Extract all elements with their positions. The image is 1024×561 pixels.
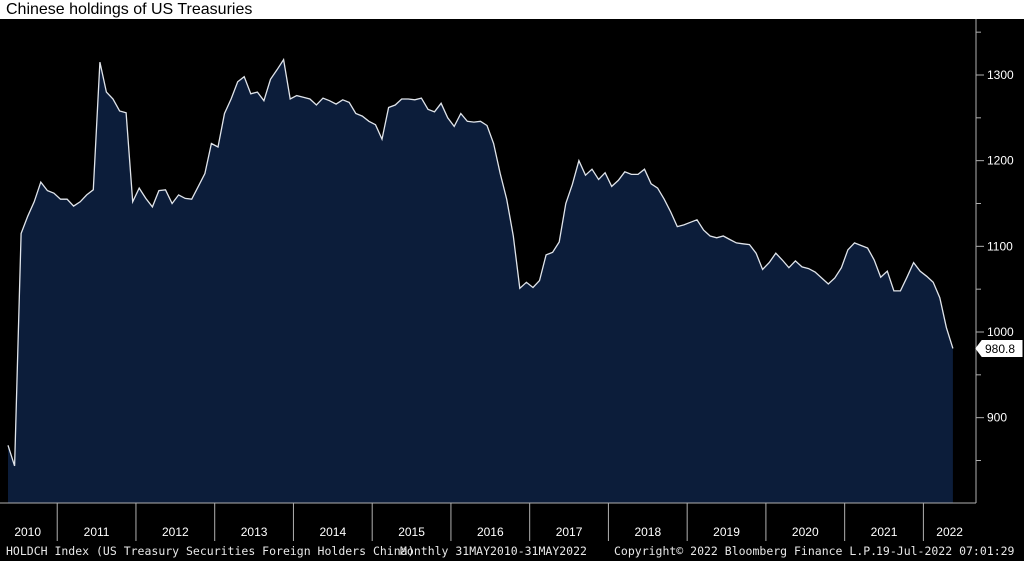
chart-title: Chinese holdings of US Treasuries [6, 1, 253, 18]
series-area [8, 59, 953, 503]
x-tick-label: 2014 [319, 525, 346, 539]
x-tick-label: 2013 [241, 525, 268, 539]
chart-area: 900 1000 1100 1200 1300 980.8 2010 2011 2012 2013… [0, 19, 1024, 541]
x-tick-label: 2010 [14, 525, 41, 539]
x-tick-label: 2012 [162, 525, 189, 539]
x-tick-label: 2019 [713, 525, 740, 539]
x-tick-label: 2022 [936, 525, 963, 539]
footer-period: Monthly 31MAY2010-31MAY2022 [400, 544, 587, 558]
y-tick-label: 900 [987, 411, 1007, 425]
series-line [7, 57, 954, 467]
footer-bar: HOLDCH Index (US Treasury Securities For… [0, 541, 1024, 561]
x-tick-label: 2017 [556, 525, 583, 539]
footer-timestamp: 19-Jul-2022 07:01:29 [876, 544, 1015, 558]
x-tick-label: 2011 [84, 525, 110, 539]
x-tick-label: 2020 [792, 525, 819, 539]
footer-index: HOLDCH Index (US Treasury Securities For… [6, 544, 415, 558]
last-value-label: 980.8 [985, 342, 1015, 356]
x-tick-label: 2018 [634, 525, 661, 539]
y-tick-label: 1100 [987, 239, 1013, 253]
footer-copyright: Copyright© 2022 Bloomberg Finance L.P. [614, 544, 878, 558]
y-tick-label: 1200 [987, 154, 1014, 168]
y-tick-label: 1300 [987, 68, 1014, 82]
last-value-badge [975, 339, 1023, 357]
x-tick-label: 2015 [398, 525, 425, 539]
y-tick-label: 1000 [987, 325, 1014, 339]
x-tick-label: 2021 [871, 525, 898, 539]
x-tick-label: 2016 [477, 525, 504, 539]
